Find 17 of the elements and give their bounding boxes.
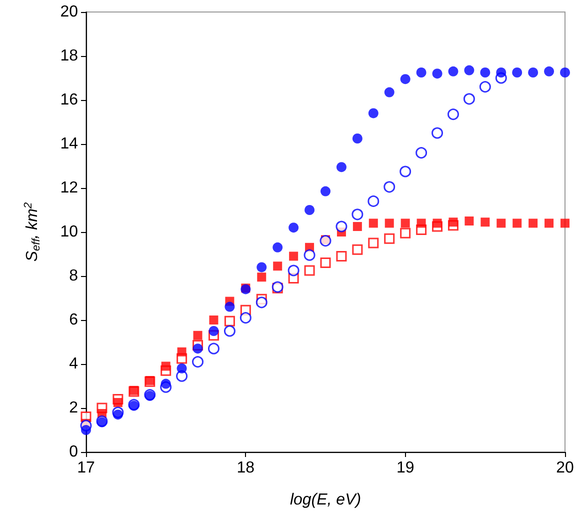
x-axis-title: log(E, eV) (290, 492, 362, 508)
y-tick-label: 0 (69, 444, 78, 460)
y-tick-label: 20 (60, 4, 78, 20)
y-tick-label: 18 (60, 48, 78, 64)
x-tick-label: 17 (77, 460, 95, 476)
y-tick-label: 14 (60, 136, 78, 152)
y-tick-label: 16 (60, 92, 78, 108)
y-tick-label: 6 (69, 312, 78, 328)
y-tick-label: 10 (60, 224, 78, 240)
y-tick-label: 8 (69, 268, 78, 284)
x-tick-label: 20 (556, 460, 574, 476)
y-tick-label: 2 (69, 400, 78, 416)
y-tick-label: 4 (69, 356, 78, 372)
y-axis-title: Seff, km2 (22, 202, 42, 262)
x-tick-label: 18 (236, 460, 255, 476)
y-tick-label: 12 (60, 180, 78, 196)
x-tick-label: 19 (396, 460, 414, 476)
